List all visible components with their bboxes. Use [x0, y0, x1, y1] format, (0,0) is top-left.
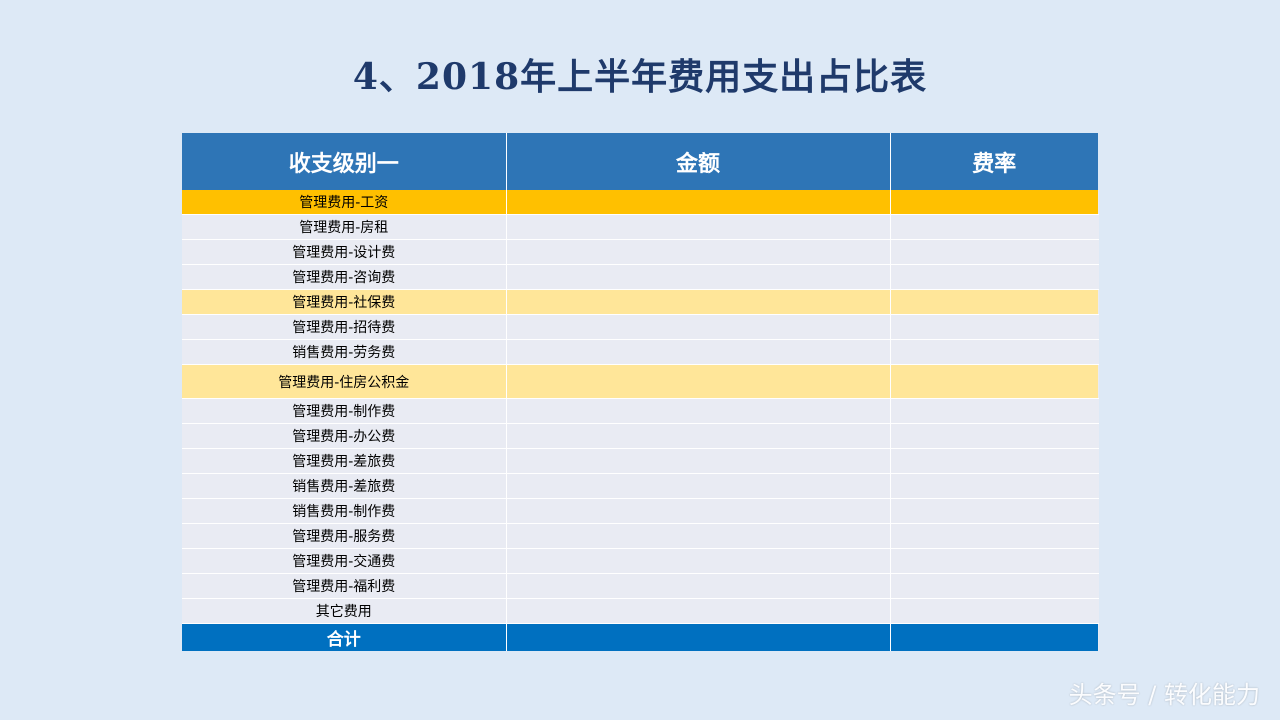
amount-cell	[506, 573, 891, 599]
amount-cell	[506, 498, 891, 524]
column-header-rate: 费率	[890, 133, 1098, 190]
rate-cell	[890, 598, 1099, 624]
rate-cell	[890, 473, 1099, 499]
rate-cell	[890, 214, 1099, 240]
amount-cell	[506, 190, 891, 215]
category-cell: 管理费用-设计费	[182, 239, 507, 265]
amount-cell	[506, 264, 891, 290]
rate-cell	[890, 364, 1099, 399]
category-cell: 管理费用-住房公积金	[182, 364, 507, 399]
category-cell: 销售费用-劳务费	[182, 339, 507, 365]
category-cell: 管理费用-制作费	[182, 398, 507, 424]
table-row: 管理费用-制作费	[182, 398, 1099, 424]
category-cell: 管理费用-招待费	[182, 314, 507, 340]
table-row: 管理费用-招待费	[182, 314, 1099, 340]
category-cell: 管理费用-办公费	[182, 423, 507, 449]
table-row: 管理费用-房租	[182, 214, 1099, 240]
rate-cell	[890, 264, 1099, 290]
category-cell: 管理费用-福利费	[182, 573, 507, 599]
amount-cell	[506, 473, 891, 499]
table-row: 管理费用-设计费	[182, 239, 1099, 265]
rate-cell	[890, 239, 1099, 265]
rate-cell	[890, 498, 1099, 524]
amount-cell	[506, 423, 891, 449]
rate-cell	[890, 423, 1099, 449]
rate-cell	[890, 523, 1099, 549]
category-cell: 管理费用-咨询费	[182, 264, 507, 290]
table-row: 管理费用-办公费	[182, 423, 1099, 449]
category-cell: 管理费用-社保费	[182, 289, 507, 315]
page-title: 4、2018年上半年费用支出占比表	[352, 56, 928, 98]
amount-cell	[506, 214, 891, 240]
table-row: 销售费用-劳务费	[182, 339, 1099, 365]
total-rate-cell	[890, 623, 1099, 651]
rate-cell	[890, 448, 1099, 474]
table-row: 其它费用	[182, 598, 1099, 624]
amount-cell	[506, 339, 891, 365]
amount-cell	[506, 398, 891, 424]
rate-cell	[890, 314, 1099, 340]
amount-cell	[506, 239, 891, 265]
total-label-cell: 合计	[182, 623, 507, 651]
table-row: 管理费用-社保费	[182, 289, 1099, 315]
category-cell: 管理费用-服务费	[182, 523, 507, 549]
expense-table: 收支级别一 金额 费率 管理费用-工资 管理费用-房租 管理费用-设计费 管理费…	[182, 133, 1099, 651]
category-cell: 管理费用-差旅费	[182, 448, 507, 474]
amount-cell	[506, 314, 891, 340]
rate-cell	[890, 190, 1099, 215]
amount-cell	[506, 289, 891, 315]
category-cell: 管理费用-房租	[182, 214, 507, 240]
category-cell: 管理费用-工资	[182, 190, 507, 215]
category-cell: 销售费用-差旅费	[182, 473, 507, 499]
table-row: 管理费用-咨询费	[182, 264, 1099, 290]
rate-cell	[890, 289, 1099, 315]
total-row: 合计	[182, 623, 1099, 651]
rate-cell	[890, 398, 1099, 424]
table-row: 销售费用-差旅费	[182, 473, 1099, 499]
table-row: 管理费用-交通费	[182, 548, 1099, 574]
category-cell: 其它费用	[182, 598, 507, 624]
rate-cell	[890, 339, 1099, 365]
table-header-row: 收支级别一 金额 费率	[182, 133, 1098, 190]
category-cell: 管理费用-交通费	[182, 548, 507, 574]
category-cell: 销售费用-制作费	[182, 498, 507, 524]
total-amount-cell	[506, 623, 891, 651]
table-row: 管理费用-差旅费	[182, 448, 1099, 474]
table-row: 管理费用-福利费	[182, 573, 1099, 599]
watermark: 头条号 / 转化能力	[1068, 681, 1260, 709]
rate-cell	[890, 548, 1099, 574]
table-row: 销售费用-制作费	[182, 498, 1099, 524]
amount-cell	[506, 448, 891, 474]
amount-cell	[506, 548, 891, 574]
column-header-category: 收支级别一	[182, 133, 507, 190]
column-header-amount: 金额	[506, 133, 891, 190]
table-row: 管理费用-工资	[182, 190, 1099, 215]
amount-cell	[506, 523, 891, 549]
amount-cell	[506, 364, 891, 399]
table-row: 管理费用-住房公积金	[182, 364, 1099, 399]
table-row: 管理费用-服务费	[182, 523, 1099, 549]
rate-cell	[890, 573, 1099, 599]
amount-cell	[506, 598, 891, 624]
